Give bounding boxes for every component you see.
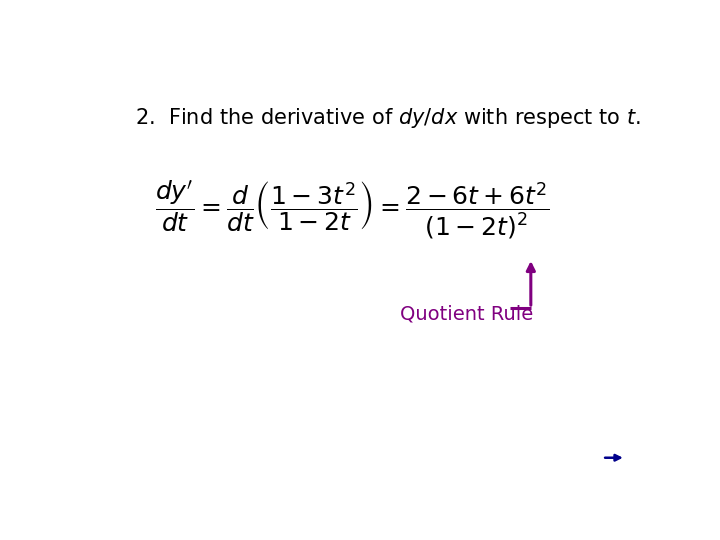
Text: 2.  Find the derivative of $\mathit{dy/dx}$ with respect to $\mathit{t}$.: 2. Find the derivative of $\mathit{dy/dx…: [135, 106, 641, 130]
Text: Quotient Rule: Quotient Rule: [400, 305, 533, 324]
Text: $\dfrac{dy'}{dt} = \dfrac{d}{dt}\left(\dfrac{1-3t^2}{1-2t}\right) = \dfrac{2-6t+: $\dfrac{dy'}{dt} = \dfrac{d}{dt}\left(\d…: [155, 179, 549, 241]
